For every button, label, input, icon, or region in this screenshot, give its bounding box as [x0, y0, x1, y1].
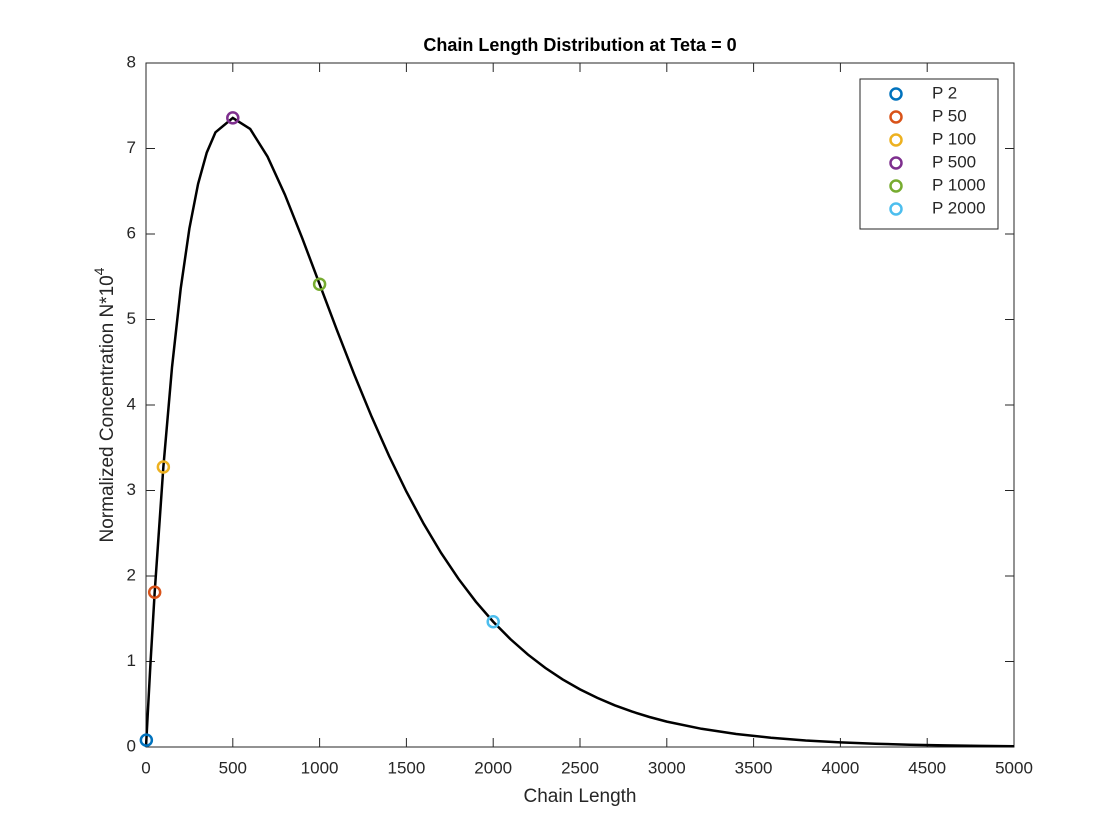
legend-marker: [889, 202, 903, 216]
x-tick-label: 3500: [735, 758, 773, 777]
y-tick-label: 6: [127, 223, 136, 242]
legend-label: P 50: [932, 106, 967, 125]
x-axis-label: Chain Length: [523, 786, 636, 807]
x-tick-label: 1500: [387, 758, 425, 777]
y-tick-label: 3: [127, 480, 136, 499]
legend-marker: [889, 133, 903, 147]
y-tick-label: 2: [127, 565, 136, 584]
x-tick-label: 500: [219, 758, 247, 777]
legend-label: P 1000: [932, 175, 986, 194]
y-axis-label-superscript: 4: [91, 267, 107, 275]
legend: P 2 P 50 P 100 P 500 P 1000 P 2000: [859, 78, 999, 230]
y-tick-label: 0: [127, 736, 136, 755]
x-tick-label: 2500: [561, 758, 599, 777]
legend-label: P 2000: [932, 198, 986, 217]
legend-marker: [889, 179, 903, 193]
x-tick-label: 2000: [474, 758, 512, 777]
y-tick-label: 4: [127, 394, 136, 413]
data-point: [156, 460, 171, 474]
x-tick-label: 1000: [301, 758, 339, 777]
legend-label: P 100: [932, 129, 976, 148]
chart-title: Chain Length Distribution at Teta = 0: [423, 35, 736, 55]
data-point: [139, 733, 154, 747]
x-tick-label: 0: [141, 758, 150, 777]
legend-marker: [889, 110, 903, 124]
y-tick-label: 8: [127, 52, 136, 71]
x-tick-label: 5000: [995, 758, 1033, 777]
data-point: [486, 614, 500, 629]
data-point: [312, 277, 327, 291]
legend-label: P 500: [932, 152, 976, 171]
y-axis-label-text: Normalized Concentration N*10: [97, 275, 118, 542]
x-tick-label: 4000: [821, 758, 859, 777]
y-axis-label: Normalized Concentration N*104: [91, 267, 118, 542]
x-tick-label: 3000: [648, 758, 686, 777]
legend-marker: [889, 87, 903, 101]
axes-box: [145, 62, 1015, 748]
y-tick-label: 7: [127, 138, 136, 157]
curve: [144, 116, 1015, 748]
legend-box: [859, 78, 999, 230]
y-tick-label: 5: [127, 309, 136, 328]
data-point: [147, 585, 162, 599]
x-tick-label: 4500: [908, 758, 946, 777]
y-tick-label: 1: [127, 651, 136, 670]
legend-label: P 2: [932, 83, 957, 102]
data-point: [226, 111, 240, 125]
legend-marker: [889, 156, 903, 170]
